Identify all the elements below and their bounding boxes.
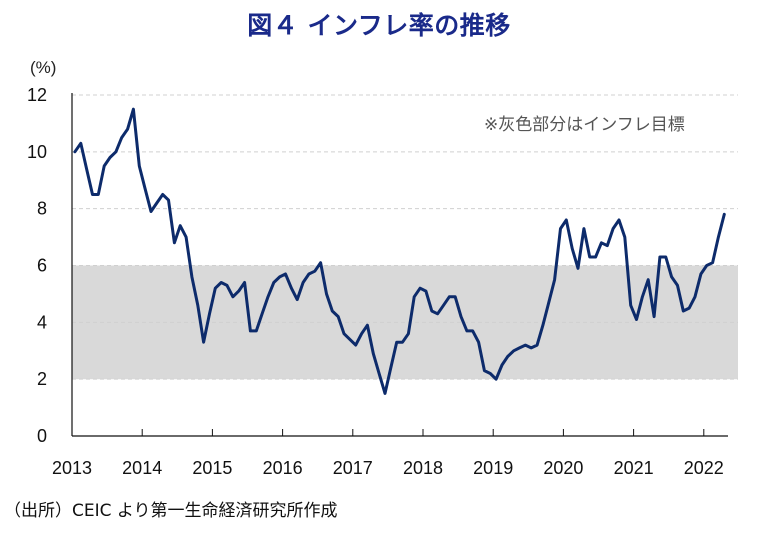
x-tick-label: 2015	[192, 458, 232, 478]
chart-title: 図４ インフレ率の推移	[247, 11, 511, 40]
y-axis-unit-label: (%)	[30, 58, 57, 77]
x-tick-label: 2022	[684, 458, 724, 478]
y-tick-label: 6	[37, 256, 47, 276]
x-tick-label: 2013	[52, 458, 92, 478]
target-band-note: ※灰色部分はインフレ目標	[484, 115, 685, 135]
x-tick-label: 2014	[122, 458, 162, 478]
y-tick-label: 2	[37, 369, 47, 389]
x-tick-label: 2020	[543, 458, 583, 478]
y-tick-label: 12	[27, 85, 47, 105]
x-tick-label: 2018	[403, 458, 443, 478]
y-tick-label: 10	[27, 142, 47, 162]
x-tick-label: 2016	[263, 458, 303, 478]
x-tick-label: 2019	[473, 458, 513, 478]
x-tick-label: 2021	[614, 458, 654, 478]
y-tick-label: 4	[37, 312, 47, 332]
y-tick-label: 0	[37, 426, 47, 446]
y-tick-label: 8	[37, 199, 47, 219]
source-note: （出所）CEIC より第一生命経済研究所作成	[4, 501, 338, 521]
x-tick-label: 2017	[333, 458, 373, 478]
series-line-inflation	[73, 107, 726, 395]
